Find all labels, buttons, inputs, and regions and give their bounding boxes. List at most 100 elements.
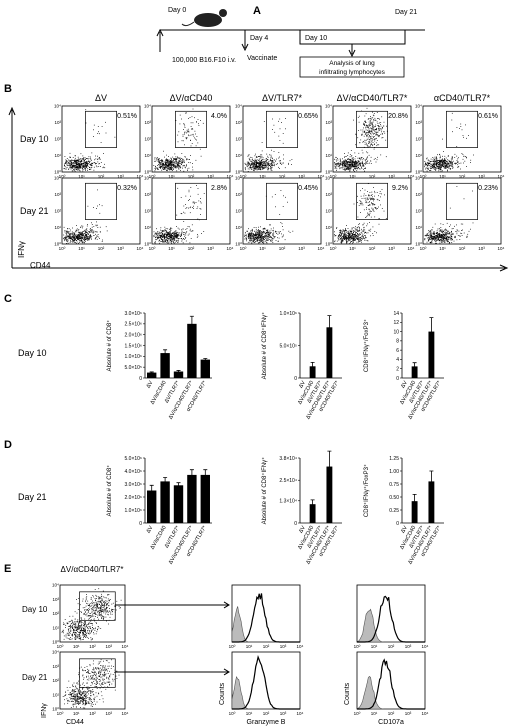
event-dot bbox=[170, 168, 171, 170]
event-dot bbox=[87, 169, 88, 171]
event-dot bbox=[168, 160, 169, 162]
event-dot bbox=[167, 160, 168, 162]
event-dot bbox=[334, 231, 335, 233]
row-label: Day 10 bbox=[20, 134, 49, 144]
tick-label: 10² bbox=[98, 246, 105, 251]
event-dot bbox=[378, 130, 380, 131]
event-dot bbox=[85, 234, 86, 236]
event-dot bbox=[74, 237, 76, 239]
event-dot bbox=[175, 235, 177, 237]
event-dot bbox=[66, 232, 68, 234]
event-dot bbox=[154, 170, 156, 172]
event-dot bbox=[261, 240, 263, 242]
event-dot bbox=[434, 159, 435, 160]
event-dot bbox=[77, 167, 79, 169]
event-dot bbox=[352, 237, 353, 239]
event-dot bbox=[337, 236, 339, 237]
event-dot bbox=[257, 237, 258, 238]
event-dot bbox=[68, 235, 70, 237]
event-dot bbox=[263, 167, 265, 169]
event-dot bbox=[441, 232, 443, 233]
row-label: Day 21 bbox=[18, 492, 47, 502]
event-dot bbox=[171, 232, 173, 234]
event-dot bbox=[373, 187, 374, 188]
event-dot bbox=[340, 236, 341, 237]
event-dot bbox=[95, 165, 97, 167]
event-dot bbox=[196, 208, 198, 209]
event-dot bbox=[447, 162, 448, 164]
event-dot bbox=[73, 162, 74, 164]
event-dot bbox=[445, 238, 447, 240]
event-dot bbox=[82, 236, 83, 238]
event-dot bbox=[431, 237, 433, 239]
event-dot bbox=[85, 164, 86, 166]
event-dot bbox=[78, 234, 80, 235]
event-dot bbox=[354, 162, 356, 164]
event-dot bbox=[264, 239, 265, 240]
event-dot bbox=[361, 240, 362, 241]
gate-percent: 0.45% bbox=[298, 185, 318, 192]
event-dot bbox=[361, 230, 363, 232]
event-dot bbox=[184, 156, 186, 157]
event-dot bbox=[250, 233, 251, 234]
event-dot bbox=[352, 238, 354, 240]
event-dot bbox=[258, 237, 260, 238]
event-dot bbox=[348, 167, 350, 169]
event-dot bbox=[427, 233, 429, 235]
event-dot bbox=[462, 223, 464, 225]
event-dot bbox=[448, 238, 450, 240]
event-dot bbox=[71, 231, 73, 233]
event-dot bbox=[359, 162, 360, 164]
event-dot bbox=[256, 163, 258, 165]
event-dot bbox=[462, 229, 463, 231]
event-dot bbox=[81, 238, 82, 239]
event-dot bbox=[66, 162, 67, 164]
event-dot bbox=[173, 165, 175, 166]
event-dot bbox=[73, 169, 74, 170]
event-dot bbox=[366, 198, 368, 200]
event-dot bbox=[157, 157, 158, 159]
event-dot bbox=[69, 235, 71, 237]
event-dot bbox=[88, 231, 89, 233]
event-dot bbox=[281, 233, 282, 235]
event-dot bbox=[364, 139, 366, 141]
event-dot bbox=[83, 241, 85, 243]
event-dot bbox=[253, 170, 254, 171]
event-dot bbox=[265, 233, 267, 235]
event-dot bbox=[342, 164, 343, 165]
event-dot bbox=[164, 226, 166, 228]
event-dot bbox=[172, 164, 173, 166]
event-dot bbox=[169, 169, 170, 171]
event-dot bbox=[170, 237, 171, 239]
event-dot bbox=[252, 163, 254, 165]
event-dot bbox=[259, 230, 261, 231]
event-dot bbox=[257, 162, 259, 163]
event-dot bbox=[252, 235, 254, 237]
event-dot bbox=[430, 233, 432, 235]
event-dot bbox=[374, 195, 375, 197]
event-dot bbox=[366, 157, 368, 159]
event-dot bbox=[73, 237, 75, 239]
event-dot bbox=[94, 163, 96, 165]
event-dot bbox=[257, 166, 258, 167]
event-dot bbox=[268, 239, 269, 241]
bar bbox=[147, 372, 157, 378]
event-dot bbox=[255, 227, 257, 228]
event-dot bbox=[375, 128, 377, 130]
tick-label: 10⁰ bbox=[330, 246, 337, 251]
tick-label: 10³ bbox=[298, 174, 305, 179]
event-dot bbox=[260, 169, 262, 171]
event-dot bbox=[95, 155, 96, 157]
event-dot bbox=[172, 161, 174, 163]
event-dot bbox=[81, 231, 82, 233]
event-dot bbox=[344, 167, 345, 169]
event-dot bbox=[67, 228, 68, 230]
event-dot bbox=[356, 160, 358, 162]
event-dot bbox=[161, 160, 162, 162]
event-dot bbox=[428, 230, 430, 231]
event-dot bbox=[89, 161, 90, 163]
gate-percent: 2.8% bbox=[211, 185, 227, 192]
tick-label: 10⁴ bbox=[54, 104, 61, 109]
event-dot bbox=[428, 235, 429, 236]
event-dot bbox=[255, 241, 256, 242]
